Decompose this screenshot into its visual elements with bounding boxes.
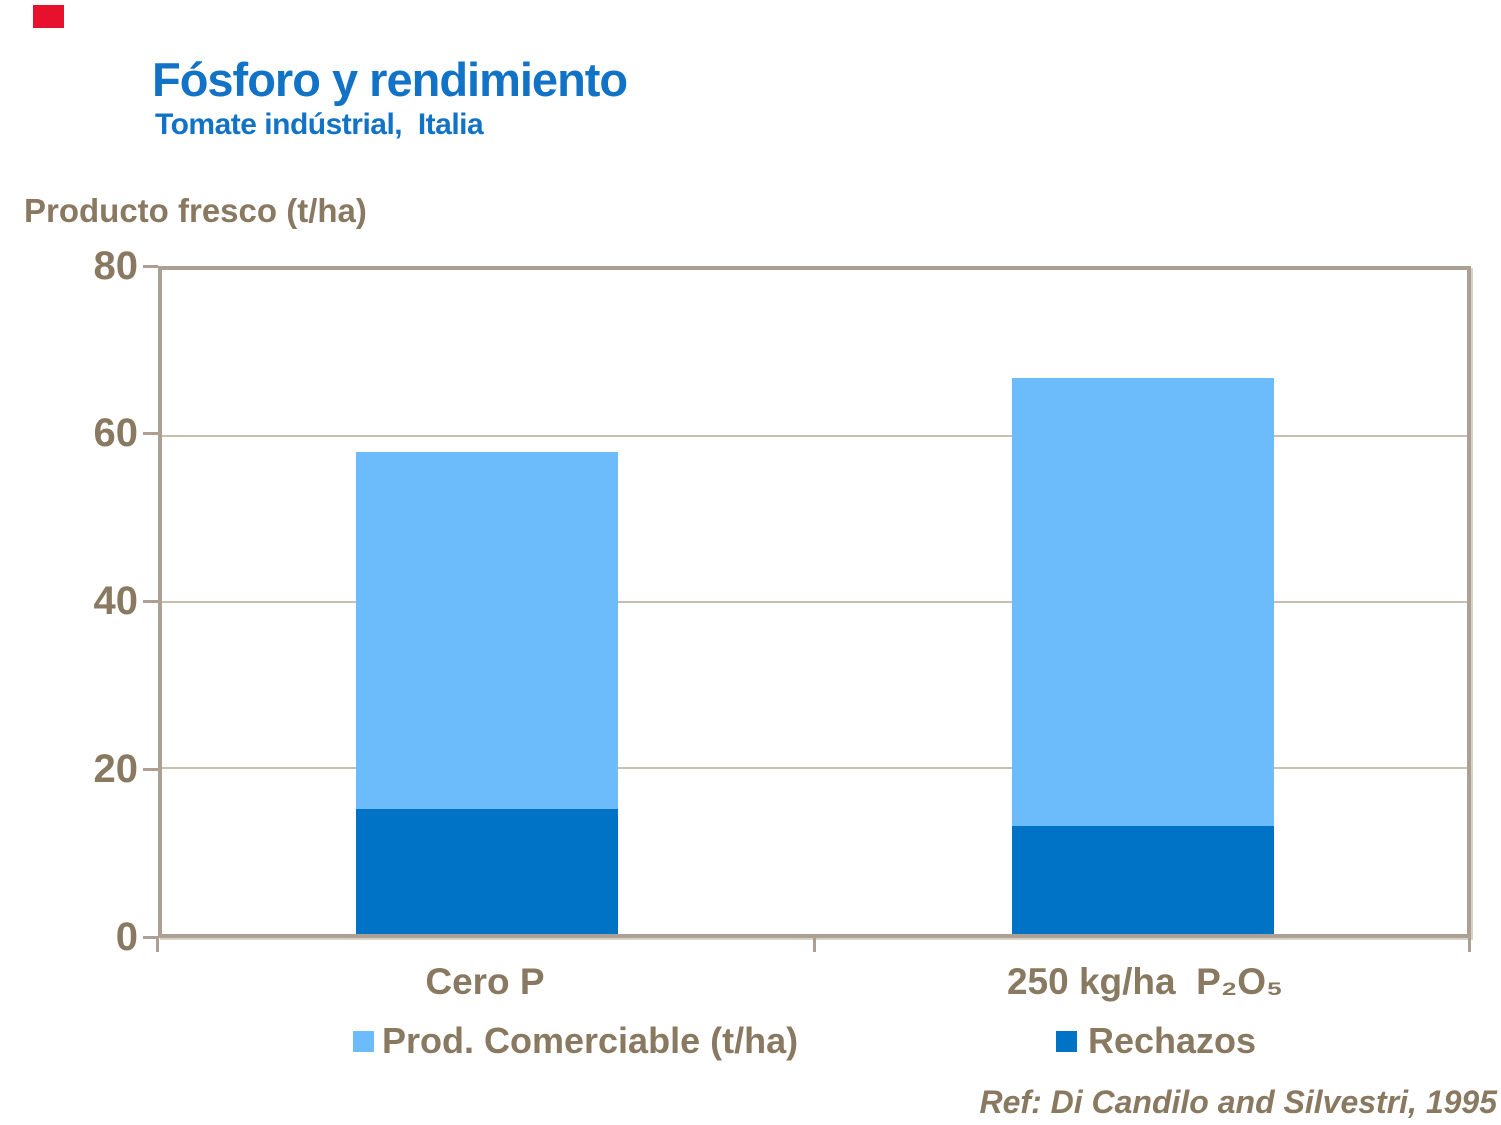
x-axis-tickmark — [156, 938, 159, 952]
y-tick-label-60: 60 — [93, 411, 139, 455]
legend-label-comerciable: Prod. Comerciable (t/ha) — [382, 1020, 799, 1061]
reference-citation: Ref: Di Candilo and Silvestri, 1995 — [979, 1084, 1497, 1120]
x-axis-tickmark — [1468, 938, 1471, 952]
y-tick-label-80: 80 — [93, 244, 139, 288]
legend-label-rechazos: Rechazos — [1088, 1020, 1257, 1061]
y-axis-tickmark — [143, 600, 158, 603]
category-label-250-kgha-p2o5: 250 kg/ha P₂O₅ — [1006, 961, 1284, 1002]
y-axis-title: Producto fresco (t/ha) — [24, 192, 367, 229]
bar-cero-p — [356, 452, 618, 934]
y-tick-label-40: 40 — [93, 579, 139, 623]
y-axis-tickmark — [143, 768, 158, 771]
page-title: Fósforo y rendimiento — [152, 53, 628, 106]
y-axis-tickmark — [143, 265, 158, 268]
bar-segment-rechazos — [1012, 826, 1274, 934]
gridline-40 — [162, 601, 1467, 603]
plot-area — [158, 266, 1471, 938]
x-axis-tickmark — [813, 938, 816, 952]
y-tick-label-0: 0 — [115, 915, 138, 959]
y-axis-tickmark — [143, 432, 158, 435]
bar-250-kgha-p2o5 — [1012, 378, 1274, 934]
y-axis-tickmark — [143, 936, 158, 939]
legend-swatch-comerciable — [353, 1031, 374, 1052]
bar-segment-comerciable — [356, 452, 618, 809]
red-accent-square — [33, 5, 64, 28]
gridline-60 — [162, 435, 1467, 437]
y-tick-label-20: 20 — [93, 747, 139, 791]
gridline-20 — [162, 767, 1467, 769]
page-subtitle: Tomate indústrial, Italia — [155, 108, 484, 141]
legend-swatch-rechazos — [1056, 1031, 1077, 1052]
bar-segment-comerciable — [1012, 378, 1274, 826]
category-label-cero-p: Cero P — [425, 961, 545, 1002]
bar-segment-rechazos — [356, 809, 618, 934]
